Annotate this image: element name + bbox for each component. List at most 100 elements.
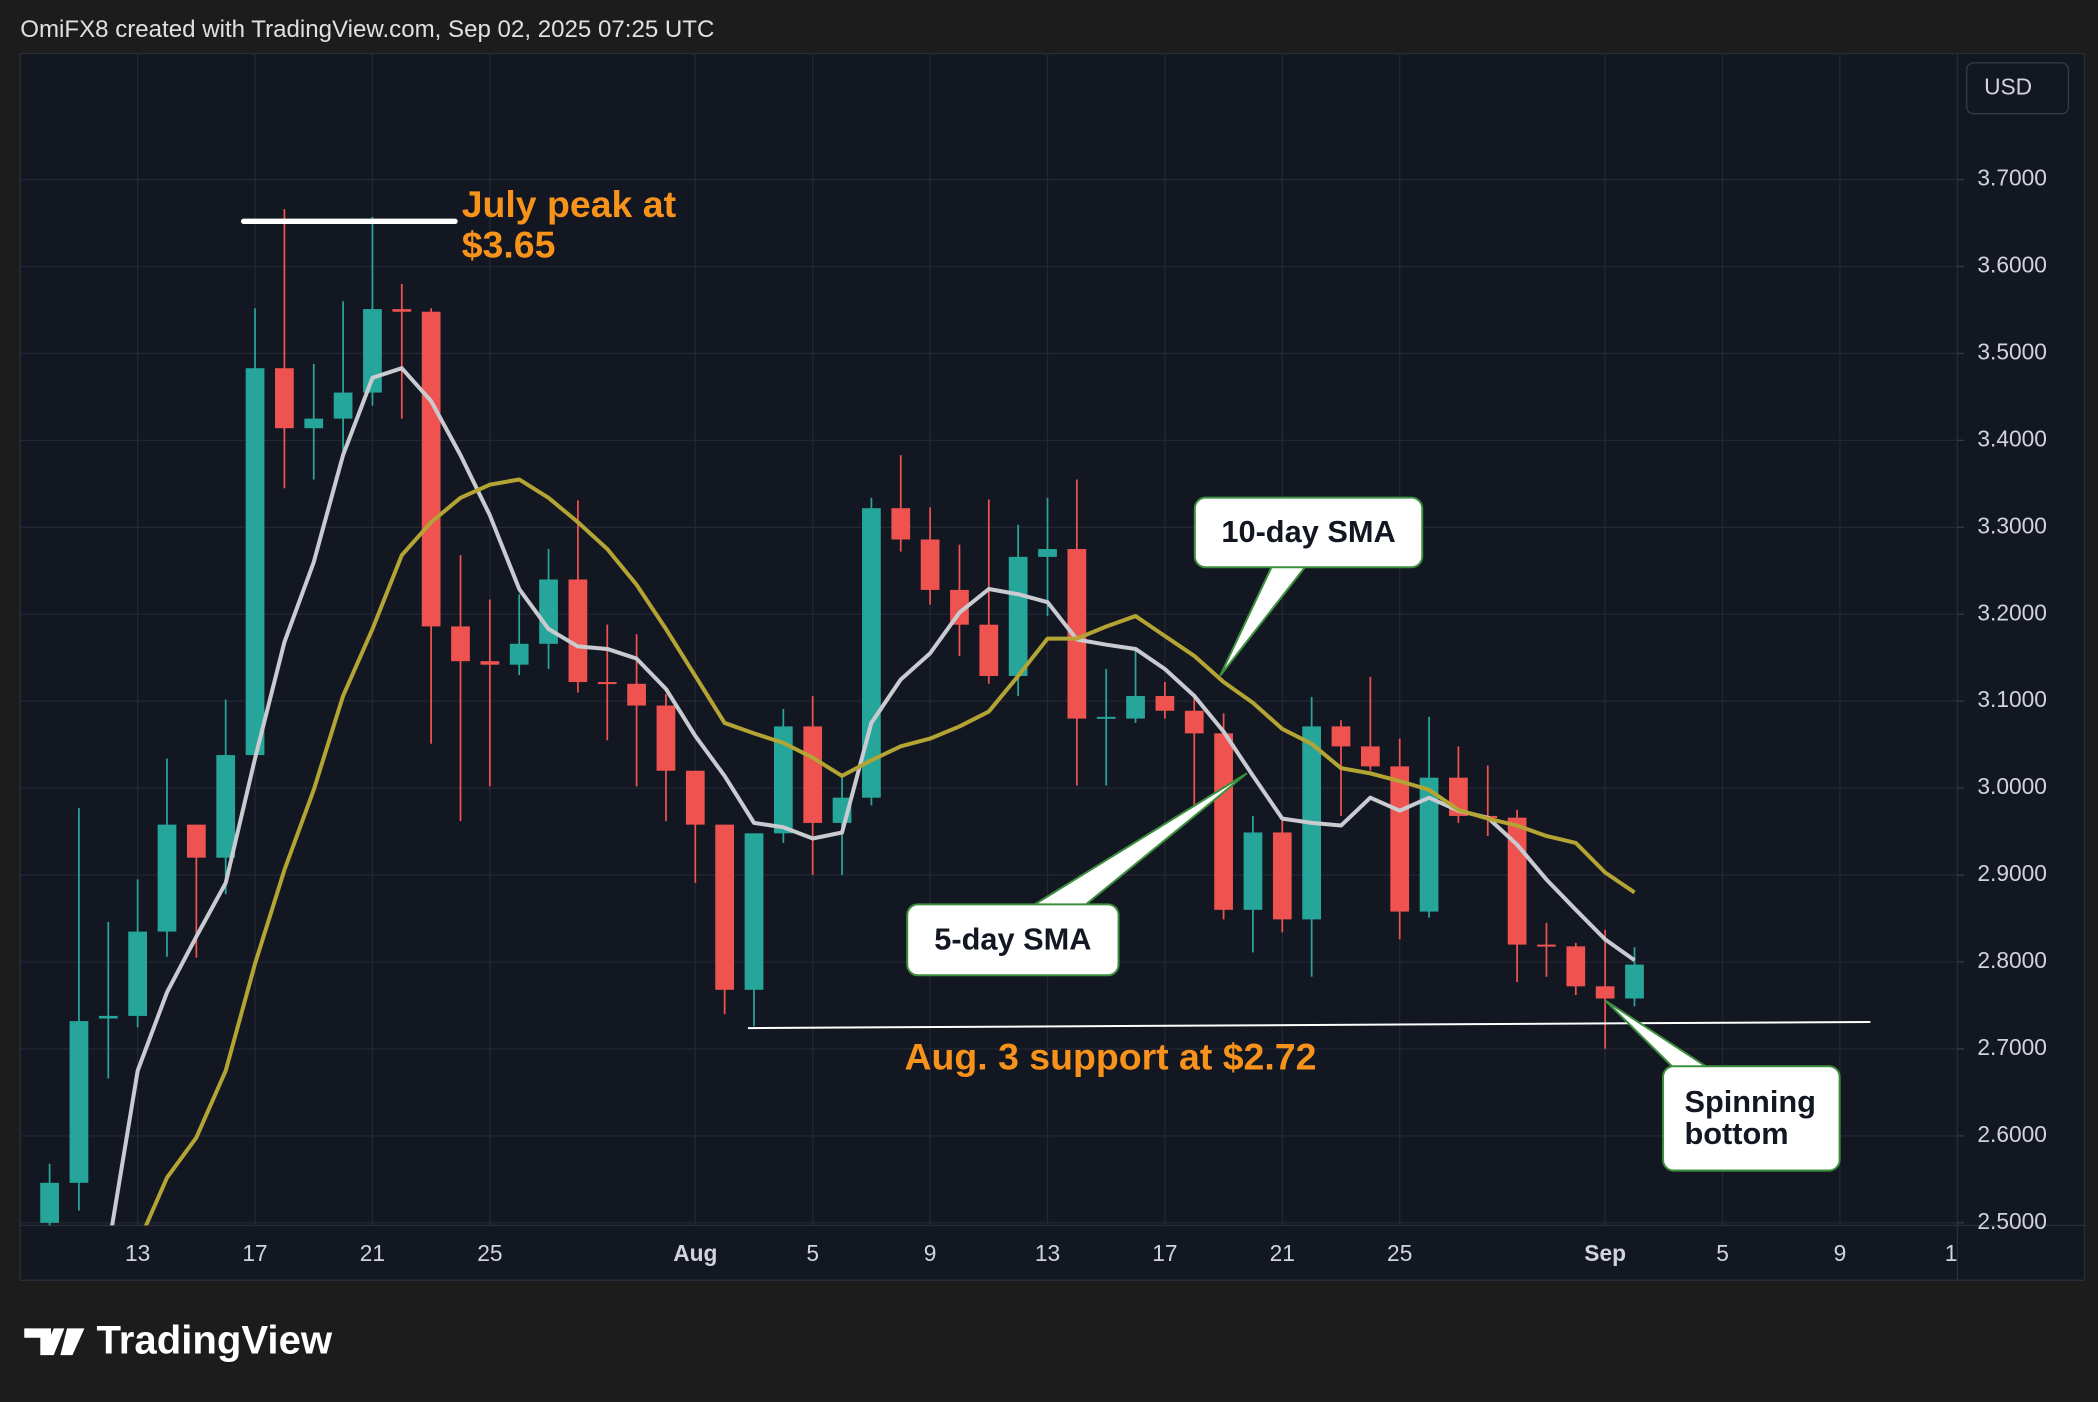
y-tick-label: 2.9000 (1977, 860, 2047, 886)
candle-body (1008, 556, 1028, 676)
y-tick-label: 3.4000 (1977, 425, 2047, 451)
callout-joint (1294, 523, 1323, 542)
callout-box (1193, 496, 1424, 569)
candle-body (744, 833, 764, 990)
candle-body (1390, 766, 1410, 912)
candle-body (98, 1015, 118, 1019)
candle-body (1331, 726, 1351, 747)
candle-body (979, 624, 999, 676)
candle-body (568, 579, 588, 683)
x-tick-label: 13 (1035, 1240, 1060, 1266)
candle-body (1096, 716, 1116, 719)
x-tick-label: 5 (1716, 1240, 1729, 1266)
candle-body (157, 824, 177, 932)
currency-box (1966, 62, 2070, 115)
candle-body (304, 418, 324, 429)
x-tick-label: Sep (1584, 1240, 1626, 1266)
candle-body (715, 824, 735, 990)
candle-body (1243, 832, 1263, 910)
brand-logo: TradingView (24, 1318, 333, 1363)
x-tick-label: 25 (1387, 1240, 1412, 1266)
candle-body (1038, 549, 1057, 557)
candle-body (1067, 549, 1087, 719)
x-tick-label: 21 (1270, 1240, 1295, 1266)
callout-joint (1740, 1105, 1762, 1132)
y-tick-label: 3.2000 (1977, 599, 2047, 625)
x-tick-label: 13 (1945, 1240, 1970, 1266)
candle-body (216, 755, 236, 858)
x-tick-label: 21 (360, 1240, 385, 1266)
x-axis: 13 17 21 25 Aug 5 9 13 17 21 25 Sep 5 9 13 (125, 1240, 1970, 1266)
candle-body (1155, 695, 1175, 711)
y-tick-label: 2.6000 (1977, 1121, 2047, 1147)
candle-body (627, 683, 646, 706)
candle-body (1419, 777, 1439, 912)
candle-body (451, 626, 470, 662)
x-tick-label: Aug (673, 1240, 717, 1266)
candle-body (539, 579, 558, 644)
peak-label: July peak at (462, 183, 677, 225)
y-tick-label: 3.6000 (1977, 252, 2047, 278)
candle-body (1272, 832, 1292, 920)
candle-body (1566, 946, 1586, 987)
x-tick-label: 13 (125, 1240, 150, 1266)
candle-body (773, 726, 793, 834)
candle-body (1126, 695, 1145, 719)
candle-body (275, 368, 294, 429)
candle-body (186, 824, 206, 858)
candle-body (891, 508, 911, 540)
y-tick-label: 2.7000 (1977, 1034, 2047, 1060)
y-tick-label: 3.1000 (1977, 686, 2047, 712)
y-tick-label: 3.5000 (1977, 338, 2047, 364)
candle-body (920, 539, 940, 590)
candle-body (656, 705, 676, 771)
x-tick-label: 17 (1152, 1240, 1177, 1266)
y-tick-label: 2.5000 (1977, 1208, 2047, 1234)
candle-body (597, 682, 617, 685)
candle-body (1360, 746, 1380, 767)
candle-body (40, 1182, 59, 1223)
candle-body (128, 931, 148, 1016)
candle-body (1214, 733, 1233, 910)
candle-body (862, 508, 881, 798)
sma10-callout-label: 10-day SMA (1221, 514, 1395, 549)
candle-body (392, 309, 412, 312)
y-axis: 2.5000 2.6000 2.7000 2.8000 2.9000 3.0000 3.10… (1957, 165, 2047, 1234)
spinning-bottom-label: bottom (1684, 1116, 1788, 1151)
y-tick-label: 3.3000 (1977, 512, 2047, 538)
logo-mark (24, 1328, 85, 1356)
candle-body (480, 661, 500, 665)
candle-body (421, 311, 441, 627)
candle-body (245, 368, 265, 756)
candle-body (509, 643, 529, 665)
x-tick-label: 9 (924, 1240, 937, 1266)
candle-body (1537, 944, 1556, 947)
candle-body (69, 1021, 89, 1183)
candle-body (363, 309, 382, 393)
y-tick-label: 3.7000 (1977, 165, 2047, 191)
support-label: Aug. 3 support at $2.72 (905, 1035, 1317, 1077)
support-line (747, 1020, 1871, 1030)
plot (40, 209, 1644, 1226)
y-tick-label: 2.8000 (1977, 947, 2047, 973)
spinning-bottom-label: Spinning (1684, 1084, 1816, 1119)
candle-body (1595, 986, 1615, 999)
candle-body (1184, 710, 1204, 734)
callout-joint (1003, 926, 1025, 954)
x-tick-label: 9 (1834, 1240, 1847, 1266)
sma5-callout-label: 5-day SMA (934, 921, 1091, 956)
candle-body (803, 726, 823, 823)
grid (20, 53, 1958, 1226)
currency-label: USD (1984, 73, 2032, 99)
candle-body (685, 770, 705, 825)
x-tick-label: 17 (242, 1240, 267, 1266)
brand-name: TradingView (96, 1318, 332, 1363)
sma-line (143, 477, 1636, 1226)
sma-line (110, 366, 1636, 1226)
y-tick-label: 3.0000 (1977, 773, 2047, 799)
annotations: July peak at$3.65 Aug. 3 support at $2.72… (240, 183, 1871, 1172)
x-tick-label: 5 (806, 1240, 819, 1266)
